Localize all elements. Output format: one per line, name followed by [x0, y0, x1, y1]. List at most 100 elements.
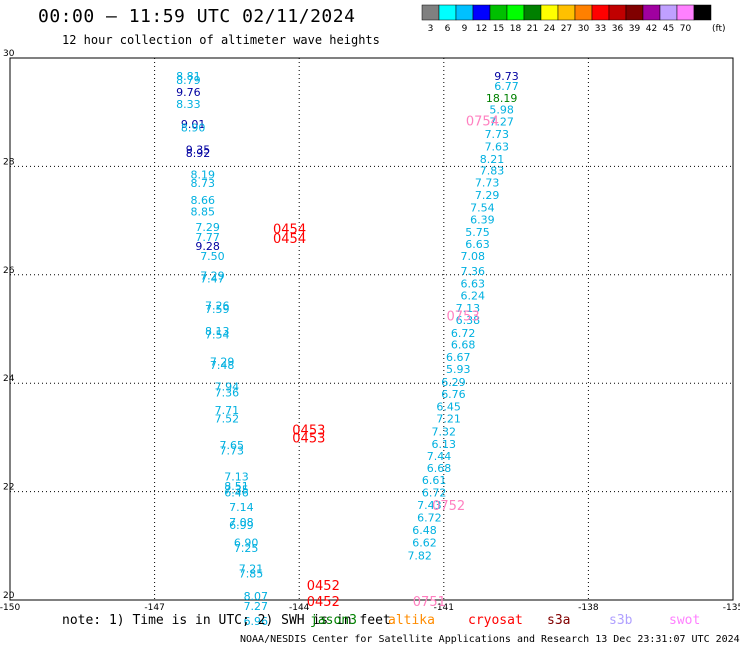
wave-height-value: 8.13: [205, 325, 230, 338]
wave-height-value: 6.68: [451, 339, 476, 352]
legend-swatch: [540, 4, 559, 21]
wave-height-value: 6.96: [244, 615, 269, 628]
plot-frame: [9, 57, 734, 601]
wave-height-value: 7.43: [417, 499, 442, 512]
satellite-label-altika: altika: [388, 613, 435, 628]
note-text: note: 1) Time is in UTC; 2) SWH is in fe…: [62, 613, 391, 628]
y-tick-label: 24: [3, 374, 15, 384]
wave-height-value: 7.29: [210, 356, 235, 369]
wave-height-value: 7.82: [407, 550, 432, 563]
wave-height-value: 9.76: [176, 86, 201, 99]
legend-bin-label: 18: [510, 24, 522, 34]
grid-lines: [10, 58, 733, 600]
chart-title: 00:00 – 11:59 UTC 02/11/2024: [38, 6, 356, 27]
wave-height-value: 7.13: [456, 302, 481, 315]
legend-bin-label: 21: [527, 24, 538, 34]
wave-height-value: 9.73: [494, 70, 519, 83]
wave-height-value: 7.54: [205, 328, 230, 341]
wave-height-value: 7.47: [200, 273, 225, 286]
x-tick-label: -135: [723, 603, 740, 613]
legend-bin-label: 30: [578, 24, 590, 34]
wave-height-value: 6.46: [224, 487, 249, 500]
legend-bin-label: 27: [561, 24, 572, 34]
wave-height-value: 8.66: [191, 194, 216, 207]
legend-bin-label: 70: [680, 24, 692, 34]
wave-height-value: 8.33: [176, 98, 201, 111]
y-tick-label: 26: [3, 266, 15, 276]
legend-swatch: [438, 4, 457, 21]
axis-tick-labels: -150 -147 -144 -141 -138 -135 20 22 24 26 28 30: [0, 49, 740, 613]
wave-height-value: 8.90: [181, 121, 206, 134]
color-legend: 3 6 9 12 15 18 21 24 27 30 33 36 39 42 45 70 (ft): [421, 4, 726, 34]
wave-height-value: 8.92: [186, 147, 211, 160]
wave-height-value: 9.01: [181, 118, 206, 131]
wave-height-value: 6.38: [456, 314, 481, 327]
legend-swatch: [642, 4, 661, 21]
wave-height-value: 6.72: [451, 327, 476, 340]
wave-height-value: 6.77: [494, 80, 519, 93]
pass-time-label: 0452: [307, 595, 340, 610]
wave-height-value: 7.83: [480, 165, 505, 178]
pass-time-label: 0452: [307, 579, 340, 594]
pass-time-label: 0453: [292, 423, 325, 438]
satellite-label-swot: swot: [669, 613, 701, 628]
legend-swatch: [489, 4, 508, 21]
wave-height-value: 7.13: [224, 470, 249, 483]
legend-bin-label: 12: [476, 24, 487, 34]
legend-bin-label: 9: [462, 24, 468, 34]
wave-height-value: 6.76: [441, 388, 466, 401]
legend-swatch: [455, 4, 474, 21]
wave-height-value: 7.32: [432, 425, 457, 438]
wave-height-value: 6.99: [229, 519, 254, 532]
wave-height-value: 7.29: [200, 269, 225, 282]
wave-height-value: 6.39: [470, 214, 495, 227]
wave-height-value: 7.65: [219, 439, 244, 452]
wave-height-value: 7.36: [460, 265, 485, 278]
x-tick-label: -141: [434, 603, 454, 613]
satellite-label-jason3: jason3: [310, 613, 357, 628]
wave-height-value: 6.90: [234, 537, 259, 550]
wave-height-value: 8.19: [191, 169, 216, 182]
y-tick-label: 28: [3, 157, 15, 167]
x-tick-label: -147: [144, 603, 164, 613]
wave-height-value: 6.13: [432, 438, 457, 451]
x-tick-label: -150: [0, 603, 20, 613]
wave-height-value: 5.75: [465, 226, 490, 239]
wave-height-value: 18.19: [486, 92, 518, 105]
legend-bin-label: 42: [646, 24, 657, 34]
wave-height-value: 7.73: [475, 177, 500, 190]
wave-height-value: 6.68: [427, 462, 452, 475]
legend-bin-label: 15: [493, 24, 504, 34]
wave-height-value: 7.29: [195, 221, 220, 234]
legend-swatch: [659, 4, 678, 21]
wave-height-value: 6.61: [422, 474, 447, 487]
legend-swatch: [591, 4, 610, 21]
x-tick-label: -144: [289, 603, 310, 613]
wave-height-value: 8.85: [191, 205, 216, 218]
y-tick-label: 22: [3, 483, 14, 493]
wave-height-value: 7.21: [239, 563, 264, 576]
wave-height-value: 6.24: [460, 289, 485, 302]
wave-height-value: 7.52: [215, 412, 240, 425]
wave-height-value: 7.73: [219, 444, 244, 457]
wave-height-value: 5.98: [489, 103, 514, 116]
wave-height-value: 7.08: [460, 250, 485, 263]
pass-time-label: 0751: [413, 595, 446, 610]
wave-height-value: 7.73: [485, 128, 510, 141]
pass-time-label: 0453: [292, 431, 325, 446]
pass-time-label: 0752: [432, 499, 465, 514]
wave-height-value: 7.26: [205, 300, 230, 313]
data-marks: 8.818.799.768.33 9.018.90 9.358.92 8.198.73…: [176, 70, 519, 628]
wave-height-value: 6.45: [436, 401, 461, 414]
pass-time-label: 0454: [273, 223, 306, 238]
wave-height-value: 7.29: [475, 189, 500, 202]
legend-bin-label: 3: [428, 24, 434, 34]
wave-height-value: 7.14: [229, 501, 254, 514]
wave-height-value: 6.63: [465, 238, 490, 251]
legend-bin-label: 24: [544, 24, 556, 34]
wave-height-value: 7.59: [205, 303, 230, 316]
wave-height-value: 8.07: [244, 590, 269, 603]
wave-height-value: 7.25: [234, 542, 259, 555]
wave-height-value: 7.94: [215, 380, 240, 393]
legend-bin-label: 39: [629, 24, 641, 34]
